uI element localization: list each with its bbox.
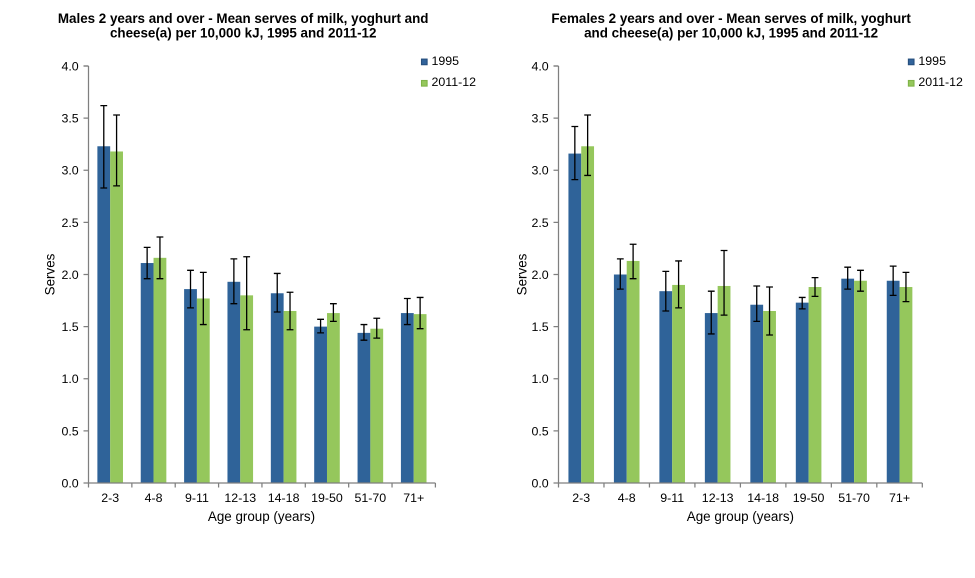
svg-text:9-11: 9-11 <box>660 491 684 505</box>
svg-text:19-50: 19-50 <box>793 491 825 505</box>
svg-text:2.0: 2.0 <box>61 268 78 282</box>
svg-text:0.5: 0.5 <box>531 424 548 438</box>
svg-text:Age group (years): Age group (years) <box>687 509 794 524</box>
svg-text:3.0: 3.0 <box>61 164 78 178</box>
svg-text:2.0: 2.0 <box>531 268 548 282</box>
svg-text:4.0: 4.0 <box>61 59 78 73</box>
svg-text:14-18: 14-18 <box>747 491 779 505</box>
svg-text:1995: 1995 <box>918 54 946 68</box>
svg-text:3.5: 3.5 <box>531 112 548 126</box>
svg-text:71+: 71+ <box>889 491 910 505</box>
svg-text:4-8: 4-8 <box>145 491 163 505</box>
svg-text:2-3: 2-3 <box>572 491 590 505</box>
svg-text:1995: 1995 <box>432 54 460 68</box>
svg-text:0.0: 0.0 <box>531 476 548 490</box>
svg-text:12-13: 12-13 <box>224 491 256 505</box>
svg-text:4.0: 4.0 <box>531 59 548 73</box>
svg-text:4-8: 4-8 <box>618 491 636 505</box>
svg-text:Females 2 years and over - Mea: Females 2 years and over - Mean serves o… <box>551 11 911 26</box>
svg-text:Males 2 years and over - Mean: Males 2 years and over - Mean serves of … <box>58 11 429 26</box>
svg-text:12-13: 12-13 <box>702 491 734 505</box>
svg-text:51-70: 51-70 <box>355 491 387 505</box>
svg-text:2.5: 2.5 <box>61 216 78 230</box>
svg-text:3.5: 3.5 <box>61 112 78 126</box>
svg-text:and cheese(a) per 10,000 kJ, 1: and cheese(a) per 10,000 kJ, 1995 and 20… <box>584 26 878 41</box>
svg-text:Serves: Serves <box>514 253 529 295</box>
svg-text:0.5: 0.5 <box>61 424 78 438</box>
svg-text:9-11: 9-11 <box>185 491 209 505</box>
svg-text:3.0: 3.0 <box>531 164 548 178</box>
svg-text:0.0: 0.0 <box>61 476 78 490</box>
svg-text:1.5: 1.5 <box>61 320 78 334</box>
svg-text:Serves: Serves <box>43 253 58 295</box>
svg-text:1.0: 1.0 <box>61 372 78 386</box>
svg-text:2011-12: 2011-12 <box>918 75 963 89</box>
svg-text:1.0: 1.0 <box>531 372 548 386</box>
svg-text:cheese(a) per 10,000 kJ, 1995: cheese(a) per 10,000 kJ, 1995 and 2011-1… <box>110 26 377 41</box>
svg-text:2.5: 2.5 <box>531 216 548 230</box>
svg-text:2-3: 2-3 <box>101 491 119 505</box>
svg-text:1.5: 1.5 <box>531 320 548 334</box>
svg-text:2011-12: 2011-12 <box>432 75 477 89</box>
svg-text:14-18: 14-18 <box>268 491 300 505</box>
svg-text:51-70: 51-70 <box>838 491 870 505</box>
svg-text:71+: 71+ <box>403 491 424 505</box>
svg-text:19-50: 19-50 <box>311 491 343 505</box>
svg-text:Age group (years): Age group (years) <box>208 509 315 524</box>
